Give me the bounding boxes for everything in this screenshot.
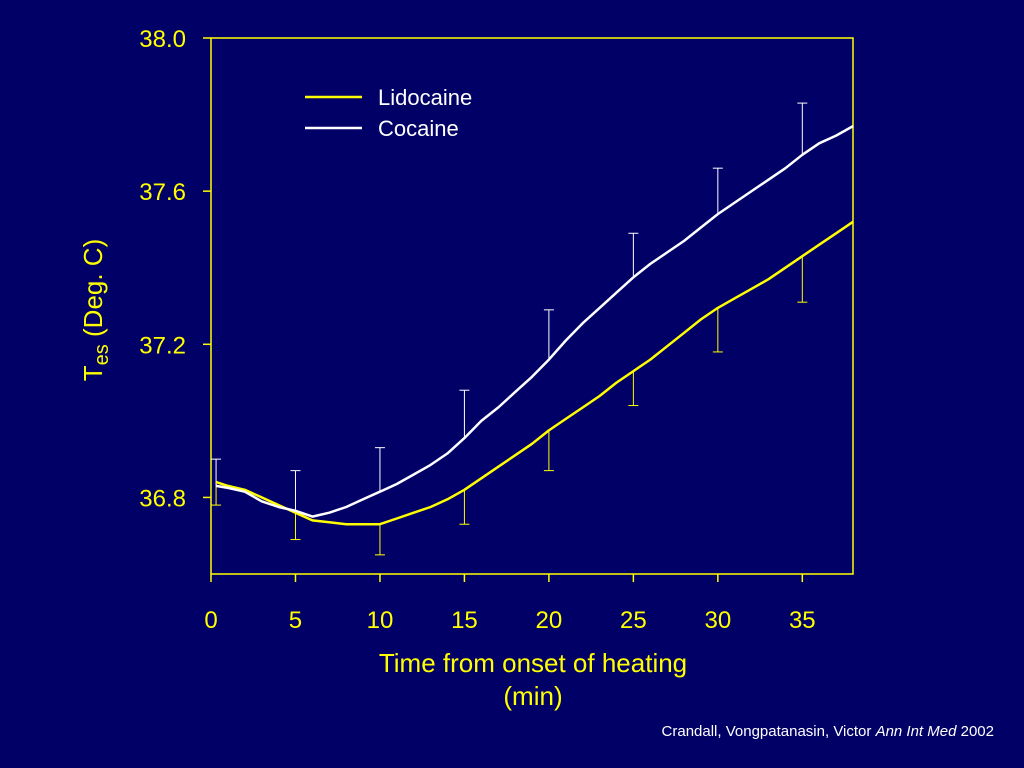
x-axis-title-line2: (min) <box>503 681 562 711</box>
y-axis-title-subscript: es <box>91 344 113 365</box>
citation-year: 2002 <box>956 723 994 740</box>
y-tick-label: 37.6 <box>139 179 186 206</box>
plot-border <box>210 37 854 575</box>
series-lines <box>215 125 854 526</box>
x-axis-title-line1: Time from onset of heating <box>379 648 687 678</box>
x-tick-label: 20 <box>536 607 563 634</box>
legend: Lidocaine Cocaine <box>305 85 472 141</box>
citation-authors: Crandall, Vongpatanasin, Victor <box>661 723 876 740</box>
series-line-lidocaine <box>215 220 854 526</box>
y-tick-label: 38.0 <box>139 26 186 53</box>
error-bars <box>211 102 808 556</box>
x-tick-label: 0 <box>204 607 217 634</box>
x-tick-label: 25 <box>620 607 647 634</box>
y-tick-label: 37.2 <box>139 332 186 359</box>
x-tick-label: 30 <box>704 607 731 634</box>
x-tick-label: 35 <box>789 607 816 634</box>
y-axis-title: Tes (Deg. C) <box>78 239 113 381</box>
citation-journal: Ann Int Med <box>875 723 957 740</box>
y-axis-title-units: (Deg. C) <box>78 239 108 344</box>
x-tick-label: 10 <box>367 607 394 634</box>
legend-label-cocaine: Cocaine <box>378 116 459 141</box>
series-line-cocaine <box>215 125 854 518</box>
citation: Crandall, Vongpatanasin, Victor Ann Int … <box>662 723 994 740</box>
y-axis-title-main: T <box>78 365 108 381</box>
y-tick-label: 36.8 <box>139 485 186 512</box>
x-tick-label: 5 <box>289 607 302 634</box>
legend-label-lidocaine: Lidocaine <box>378 85 472 110</box>
y-axis: 36.8 37.2 37.6 38.0 <box>139 26 211 512</box>
plot-frame <box>210 37 854 575</box>
x-tick-label: 15 <box>451 607 478 634</box>
x-axis: 0 5 10 15 20 25 30 35 <box>204 574 816 634</box>
